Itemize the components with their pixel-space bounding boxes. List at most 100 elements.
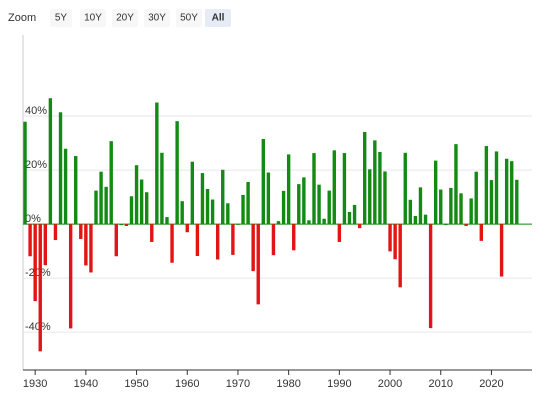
bar [489, 180, 494, 225]
bar [175, 121, 179, 225]
bar [388, 224, 392, 252]
bar [266, 172, 271, 225]
bar [236, 223, 240, 225]
zoom-button[interactable]: 30Y [144, 9, 170, 27]
button-bg [205, 9, 231, 27]
bar [362, 131, 367, 225]
bar [210, 199, 215, 225]
bar [307, 220, 311, 225]
bar [464, 224, 468, 227]
bar [180, 201, 184, 225]
bar [479, 224, 484, 241]
bar [33, 224, 37, 302]
bar [322, 218, 326, 225]
bar [48, 98, 53, 225]
button-bg [80, 9, 106, 27]
bar [94, 190, 98, 225]
bar [469, 198, 473, 225]
bar [439, 189, 443, 225]
x-tick-label: 1990 [327, 378, 351, 390]
zoom-button[interactable]: 50Y [176, 9, 202, 27]
bar [515, 179, 519, 225]
bar [449, 187, 453, 225]
bar [271, 224, 276, 256]
x-tick-label: 2010 [429, 378, 453, 390]
bar [302, 177, 306, 225]
bar [53, 224, 58, 241]
bar [200, 173, 205, 225]
bar [160, 152, 164, 225]
bar [494, 151, 499, 225]
button-bg [144, 9, 170, 27]
bar [114, 224, 118, 257]
bar [79, 224, 83, 239]
button-label: 20Y [116, 13, 134, 24]
bar [433, 160, 438, 225]
bar [428, 224, 433, 329]
bar [109, 141, 113, 225]
bar [23, 121, 27, 225]
bar [134, 165, 139, 225]
range-selector: Zoom 5Y 10Y 20Y 30Y 50Y All [8, 9, 231, 27]
bar [454, 144, 458, 225]
x-tick-label: 2020 [479, 378, 503, 390]
bar [256, 224, 260, 305]
bar [423, 214, 428, 225]
bar [63, 148, 68, 225]
bar [418, 187, 423, 225]
bar [119, 224, 124, 226]
zoom-button[interactable]: 20Y [112, 9, 138, 27]
button-label: 5Y [55, 13, 68, 24]
bar [215, 224, 220, 260]
bar [190, 161, 195, 225]
button-label: 10Y [84, 13, 102, 24]
bar [165, 217, 169, 225]
x-tick-label: 1980 [276, 378, 300, 390]
bar [292, 224, 296, 251]
bar [276, 221, 281, 225]
bar [444, 224, 448, 226]
bar [504, 158, 509, 225]
bar [231, 224, 235, 255]
bar [205, 188, 210, 225]
zoom-button[interactable]: 10Y [80, 9, 106, 27]
x-tick-label: 1930 [23, 378, 47, 390]
bar [459, 193, 463, 225]
y-tick-label: 40% [25, 105, 47, 117]
bar [129, 196, 134, 225]
bar [150, 224, 154, 242]
bar [312, 153, 316, 225]
x-tick-label: 1950 [124, 378, 148, 390]
x-tick-label: 1940 [74, 378, 98, 390]
bar [185, 224, 189, 233]
x-tick-label: 1960 [175, 378, 199, 390]
bar [383, 171, 387, 225]
bar [347, 211, 352, 225]
bar [74, 156, 78, 225]
bar [484, 146, 489, 225]
bar [38, 224, 42, 352]
bar [145, 192, 149, 225]
bar [352, 204, 357, 225]
bar [398, 224, 402, 288]
bar [170, 224, 174, 263]
bar [261, 139, 266, 225]
bar [332, 150, 336, 225]
bar [99, 171, 103, 225]
bar [241, 194, 245, 225]
bar [104, 186, 108, 225]
button-label: 50Y [180, 13, 198, 24]
bar [28, 224, 32, 257]
x-tick-label: 1970 [226, 378, 250, 390]
y-tick-label: -40% [25, 321, 51, 333]
zoom-button[interactable]: 5Y [50, 9, 72, 27]
y-tick-label: -20% [25, 267, 51, 279]
bar [373, 140, 377, 225]
bar [403, 152, 407, 225]
zoom-button[interactable]: All [205, 9, 231, 27]
zoom-label: Zoom [8, 12, 36, 24]
bar [368, 169, 372, 225]
bar [226, 203, 230, 225]
button-bg [112, 9, 138, 27]
